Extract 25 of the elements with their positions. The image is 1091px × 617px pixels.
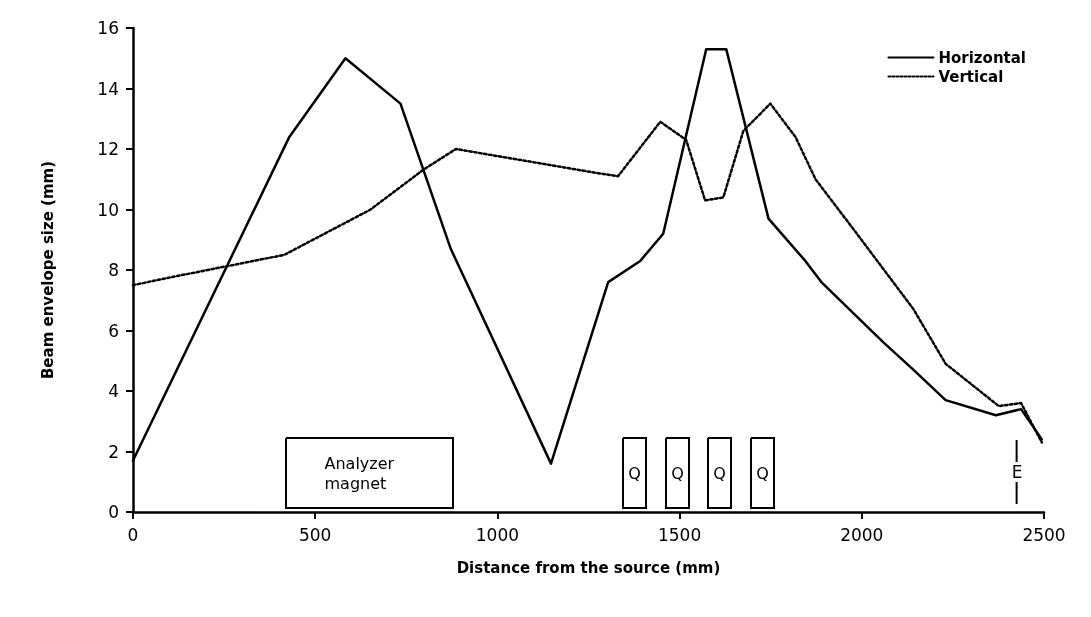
legend-label: Horizontal [938,48,1026,67]
y-tick-label: 0 [108,502,119,522]
annotation: Q [671,464,684,484]
y-tick-label: 8 [108,260,119,280]
x-tick-label: 2000 [840,524,884,545]
x-axis-title: Distance from the source (mm) [456,558,721,577]
annotation: Q [628,464,641,484]
y-tick-label: 2 [108,441,119,462]
legend-label: Vertical [938,67,1004,86]
y-tick-label: 12 [97,139,119,159]
y-axis-title: Beam envelope size (mm) [38,160,57,380]
x-tick-label: 0 [127,524,139,545]
annotation: Q [756,464,769,484]
y-tick-label: 14 [97,78,119,99]
y-tick-label: 4 [108,381,119,401]
x-tick-label: 1000 [475,524,520,545]
annotation: Q [713,464,726,484]
annotation: Analyzer magnet [324,454,396,494]
x-tick-label: 500 [298,524,332,545]
y-tick-label: 16 [97,18,119,38]
y-tick-label: 10 [97,199,119,220]
ref-line-label: E [1011,462,1023,482]
x-tick-label: 1500 [657,524,702,545]
y-tick-label: 6 [108,320,119,341]
x-tick-label: 2500 [1022,524,1066,545]
